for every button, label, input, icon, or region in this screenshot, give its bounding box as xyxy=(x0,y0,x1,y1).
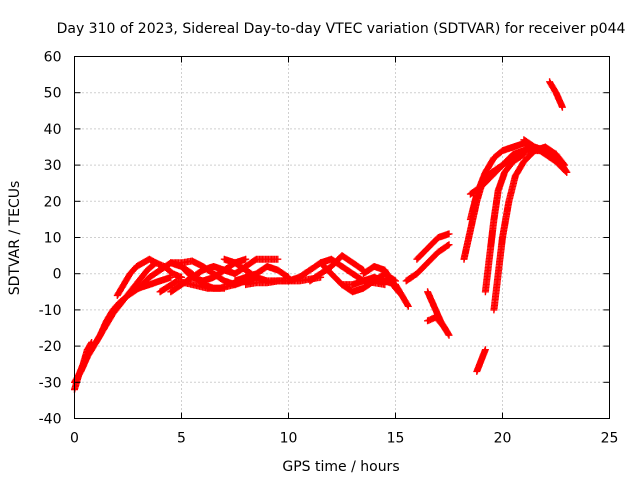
x-tick-label: 10 xyxy=(280,431,298,447)
axis-ticks: 0 5 10 15 20 25 -40 -30 -20 -10 0 10 20 30 40 50 60 xyxy=(39,50,619,447)
data-series-track xyxy=(92,259,185,346)
x-tick-label: 25 xyxy=(601,431,619,447)
x-tick-label: 0 xyxy=(70,431,79,447)
data-point-markers xyxy=(231,263,292,285)
y-tick-label: -40 xyxy=(39,412,62,428)
chart-title: Day 310 of 2023, Sidereal Day-to-day VTE… xyxy=(57,21,626,37)
data-point-markers xyxy=(92,259,185,346)
y-tick-label: 30 xyxy=(44,158,62,174)
y-tick-label: 20 xyxy=(44,194,62,210)
grid-lines xyxy=(74,56,610,419)
x-tick-label: 20 xyxy=(494,431,512,447)
data-series-track xyxy=(231,263,292,285)
y-tick-label: -30 xyxy=(39,375,62,391)
x-tick-label: 5 xyxy=(177,431,186,447)
data-series-track xyxy=(481,150,528,296)
data-point-markers xyxy=(481,150,528,296)
data-series-track xyxy=(392,281,412,310)
data-point-markers xyxy=(392,281,412,310)
y-tick-label: 60 xyxy=(44,50,62,66)
data-point-markers xyxy=(402,241,453,285)
data-series-track xyxy=(424,313,453,339)
data-point-markers xyxy=(473,346,489,375)
x-tick-label: 15 xyxy=(387,431,405,447)
data-point-markers xyxy=(167,257,260,289)
data-point-markers xyxy=(424,313,453,339)
data-point-markers xyxy=(413,230,453,263)
data-series-track xyxy=(402,241,453,285)
x-axis-label: GPS time / hours xyxy=(282,459,399,475)
data-series-track xyxy=(473,346,489,375)
y-tick-label: -20 xyxy=(39,339,62,355)
data-point-markers xyxy=(113,255,160,299)
y-tick-label: -10 xyxy=(39,303,62,319)
data-points xyxy=(71,78,571,393)
data-point-markers xyxy=(546,78,566,111)
data-series-track xyxy=(546,78,566,111)
data-point-markers xyxy=(231,255,282,278)
data-series-track xyxy=(520,136,571,176)
y-tick-label: 40 xyxy=(44,122,62,138)
y-tick-label: 10 xyxy=(44,231,62,247)
y-axis-label: SDTVAR / TECUs xyxy=(7,181,23,296)
data-point-markers xyxy=(520,136,571,176)
y-tick-label: 0 xyxy=(53,267,62,283)
data-series-track xyxy=(231,255,282,278)
data-series-track xyxy=(167,257,260,289)
data-series-track xyxy=(413,230,453,263)
data-series-track xyxy=(156,277,239,296)
data-point-markers xyxy=(156,277,239,296)
y-tick-label: 50 xyxy=(44,86,62,102)
data-series-track xyxy=(113,255,160,299)
